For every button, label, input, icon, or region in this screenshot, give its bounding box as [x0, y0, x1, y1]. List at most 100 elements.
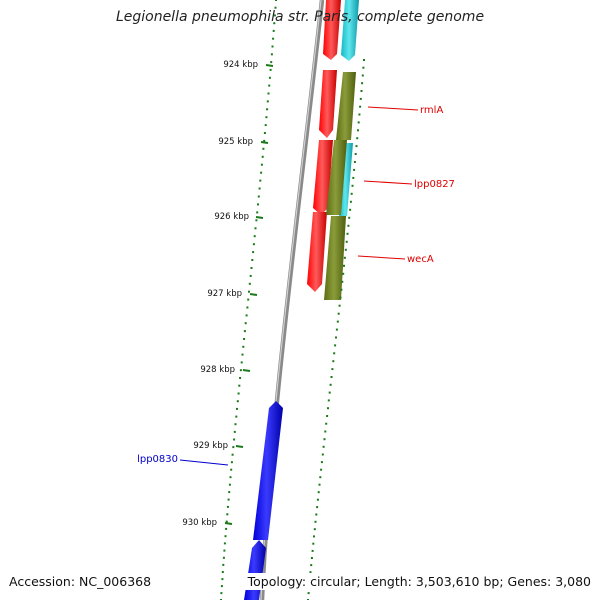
- outer-minor-tick: [349, 208, 352, 211]
- inner-minor-tick: [240, 361, 243, 364]
- gene-arrow-olive-3: [324, 216, 346, 300]
- inner-minor-tick: [221, 578, 224, 581]
- inner-minor-tick: [258, 187, 261, 190]
- gene-label-wecA: wecA: [357, 254, 434, 265]
- outer-minor-tick: [353, 161, 356, 163]
- outer-minor-tick: [319, 476, 322, 479]
- outer-minor-tick: [357, 129, 359, 132]
- outer-minor-tick: [327, 407, 329, 410]
- inner-minor-tick: [248, 282, 251, 285]
- inner-tick-ring: [220, 0, 277, 600]
- outer-minor-tick: [315, 513, 318, 516]
- outer-minor-tick: [359, 97, 362, 100]
- inner-minor-tick: [220, 585, 223, 588]
- inner-minor-tick: [263, 139, 266, 142]
- inner-minor-tick: [246, 306, 249, 309]
- inner-minor-tick: [266, 100, 269, 103]
- gene-arrow-cyan-1: [341, 0, 359, 61]
- inner-minor-tick: [275, 0, 277, 1]
- tick-label-926: 926 kbp: [214, 212, 249, 222]
- inner-minor-tick: [248, 290, 250, 293]
- outer-minor-tick: [324, 430, 327, 433]
- outer-minor-tick: [330, 376, 333, 378]
- gene-label-text-lpp0827: lpp0827: [414, 179, 455, 190]
- outer-minor-tick: [341, 280, 344, 283]
- gene-label-lpp0827: lpp0827: [363, 179, 455, 190]
- outer-minor-tick: [356, 137, 359, 140]
- outer-minor-tick: [335, 328, 338, 331]
- inner-minor-tick: [254, 227, 257, 230]
- outer-minor-tick: [323, 438, 326, 441]
- inner-minor-tick: [222, 563, 225, 566]
- inner-minor-tick: [230, 468, 233, 471]
- tick-label-929: 929 kbp: [193, 441, 228, 451]
- inner-minor-tick: [223, 542, 226, 545]
- inner-minor-tick: [259, 179, 262, 182]
- outer-minor-tick: [310, 557, 313, 559]
- outer-minor-tick: [342, 272, 345, 275]
- inner-minor-tick: [238, 384, 241, 387]
- tick-label-927: 927 kbp: [207, 289, 242, 299]
- inner-minor-tick: [253, 235, 256, 238]
- outer-minor-tick: [327, 399, 330, 402]
- inner-minor-tick: [234, 423, 237, 426]
- inner-minor-tick: [260, 171, 263, 174]
- inner-minor-tick: [220, 592, 223, 595]
- gene-arrow-olive-2: [326, 140, 347, 215]
- inner-minor-tick: [260, 163, 263, 166]
- gene-arrow-red-2: [319, 70, 337, 138]
- inner-minor-tick: [226, 513, 229, 516]
- inner-minor-tick: [237, 392, 240, 395]
- inner-minor-tick: [255, 219, 258, 222]
- inner-minor-tick: [250, 267, 253, 269]
- outer-minor-tick: [350, 192, 353, 195]
- inner-minor-tick: [241, 353, 244, 356]
- tick-930: 930 kbp: [182, 518, 233, 528]
- inner-minor-tick: [271, 45, 274, 48]
- outer-minor-tick: [331, 368, 334, 371]
- inner-minor-tick: [261, 155, 264, 158]
- outer-minor-tick: [359, 105, 362, 108]
- accession-text: Accession: NC_006368: [6, 573, 155, 590]
- outer-minor-tick: [363, 59, 365, 61]
- outer-minor-tick: [353, 168, 356, 171]
- outer-minor-tick: [311, 549, 314, 552]
- outer-minor-tick: [351, 184, 354, 187]
- outer-minor-tick: [336, 320, 339, 323]
- inner-minor-tick: [236, 407, 238, 410]
- inner-minor-tick: [223, 549, 226, 552]
- inner-minor-tick: [232, 446, 235, 449]
- inner-minor-tick: [242, 345, 245, 348]
- inner-minor-tick: [270, 61, 273, 64]
- inner-minor-tick: [266, 108, 269, 111]
- gene-label-text-lpp0830: lpp0830: [137, 454, 178, 465]
- tick-928: 928 kbp: [200, 365, 251, 375]
- inner-minor-tick: [272, 37, 275, 40]
- gene-arrow-blue-1: [253, 401, 283, 540]
- outer-minor-tick: [358, 113, 361, 116]
- outer-minor-tick: [312, 542, 315, 545]
- inner-minor-tick: [272, 29, 275, 32]
- inner-minor-tick: [274, 6, 277, 9]
- outer-minor-tick: [348, 216, 351, 219]
- inner-minor-tick: [239, 369, 242, 372]
- inner-minor-tick: [243, 330, 246, 333]
- inner-minor-tick: [268, 76, 271, 79]
- tick-926: 926 kbp: [214, 212, 264, 222]
- inner-minor-tick: [233, 430, 236, 433]
- inner-minor-tick: [251, 259, 254, 261]
- topology-text: Topology: circular; Length: 3,503,610 bp…: [244, 573, 594, 590]
- inner-minor-tick: [244, 322, 247, 325]
- inner-minor-tick: [224, 535, 227, 538]
- outer-minor-tick: [322, 445, 325, 448]
- outer-minor-tick: [344, 248, 347, 251]
- gene-arrow-red-4: [307, 212, 327, 292]
- outer-minor-tick: [329, 383, 332, 386]
- inner-minor-tick: [230, 461, 233, 464]
- outer-minor-tick: [347, 224, 350, 227]
- tick-label-930: 930 kbp: [182, 518, 217, 528]
- outer-minor-tick: [321, 453, 324, 456]
- inner-minor-tick: [225, 527, 228, 530]
